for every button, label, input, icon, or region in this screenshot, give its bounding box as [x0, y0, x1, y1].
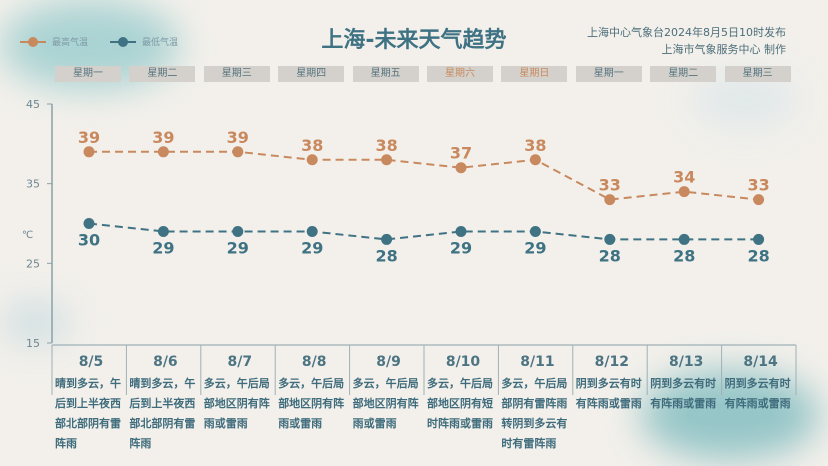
forecast-column: 8/10 多云，午后局部地区阴有短时阵雨或雷雨 [427, 352, 499, 434]
low-temp-point [604, 233, 616, 245]
high-temp-point [678, 186, 690, 198]
y-axis-label: ℃ [22, 230, 33, 241]
high-temp-point [157, 146, 169, 158]
weekday-header: 星期三 [203, 66, 270, 82]
low-temp-point [232, 225, 244, 237]
source-line: 上海中心气象台2024年8月5日10时发布 [587, 26, 786, 39]
low-temp-label: 28 [673, 246, 695, 265]
high-temp-point [529, 154, 541, 166]
low-temp-line [88, 222, 759, 241]
producer-line: 上海市气象服务中心 制作 [661, 43, 787, 56]
weather-description: 多云，午后局部地区阴有短时阵雨或雷雨 [427, 377, 493, 430]
high-temp-label: 37 [450, 144, 472, 163]
low-temp-label: 29 [450, 238, 472, 257]
low-temp-label: 28 [599, 246, 621, 265]
low-temp-point [157, 225, 169, 237]
high-temp-label: 38 [524, 136, 546, 155]
legend-low: 最低气温 [110, 35, 178, 48]
forecast-column: 8/14 阴到多云有时有阵雨或雷雨 [725, 352, 797, 414]
weather-description: 多云，午后局部地区阴有阵雨或雷雨 [203, 377, 270, 430]
high-temp-point [232, 146, 244, 158]
weekday-header: 星期五 [352, 66, 419, 82]
legend-high-marker [20, 36, 46, 47]
high-temp-point [306, 154, 318, 166]
weather-description: 阴到多云有时有阵雨或雷雨 [724, 377, 791, 410]
weather-description: 多云，午后局部地区阴有阵雨或雷雨 [352, 377, 419, 430]
weather-description: 晴到多云，午后到上半夜西部北部阴有雷阵雨 [55, 377, 121, 450]
high-temp-point [381, 154, 393, 166]
legend-high-label: 最高气温 [52, 38, 89, 48]
high-temp-label: 33 [599, 176, 621, 195]
weather-description: 多云，午后局部阴有雷阵雨转阴到多云有时有雷阵雨 [501, 377, 568, 450]
forecast-column: 8/12 阴到多云有时有阵雨或雷雨 [576, 352, 648, 414]
forecast-column: 8/6 晴到多云，午后到上半夜西部北部阴有雷阵雨 [129, 352, 201, 454]
cloud-decoration [0, 300, 70, 345]
low-temp-label: 30 [78, 231, 100, 250]
low-temp-point [455, 225, 467, 237]
weather-description: 阴到多云有时有阵雨或雷雨 [650, 377, 717, 410]
low-temp-label: 28 [747, 246, 769, 265]
low-temp-point [83, 218, 95, 229]
weekday-header: 星期六 [427, 66, 493, 82]
y-tick-label: 15 [26, 337, 40, 350]
date-label: 8/14 [743, 354, 778, 370]
date-label: 8/13 [669, 354, 704, 370]
forecast-column: 8/11 多云，午后局部阴有雷阵雨转阴到多云有时有雷阵雨 [501, 352, 573, 454]
low-temp-point [306, 225, 318, 237]
date-label: 8/7 [227, 354, 253, 370]
weekday-header: 星期二 [650, 66, 717, 82]
y-tick-label: 35 [26, 178, 40, 191]
low-temp-label: 29 [227, 238, 249, 257]
high-temp-point [455, 162, 467, 174]
weekday-header: 星期日 [501, 66, 568, 82]
y-tick-label: 45 [26, 98, 40, 111]
low-temp-label: 29 [301, 238, 323, 257]
forecast-column: 8/9 多云，午后局部地区阴有阵雨或雷雨 [353, 352, 425, 434]
high-temp-line [89, 150, 759, 201]
high-temp-label: 39 [152, 128, 174, 147]
high-temp-label: 34 [673, 168, 695, 187]
date-label: 8/9 [376, 354, 401, 370]
low-temp-point [529, 225, 541, 237]
low-temp-label: 28 [375, 246, 397, 265]
high-temp-point [753, 194, 765, 206]
weekday-header: 星期三 [724, 66, 791, 82]
weekday-header: 星期四 [278, 66, 345, 82]
high-temp-point [83, 146, 95, 158]
weather-description: 多云，午后局部地区阴有阵雨或雷雨 [278, 377, 345, 430]
low-temp-point [753, 233, 765, 245]
high-temp-label: 39 [78, 128, 100, 147]
low-temp-label: 29 [524, 238, 546, 257]
date-label: 8/6 [153, 354, 178, 370]
legend-high: 最高气温 [20, 35, 88, 48]
y-tick-label: 25 [26, 257, 40, 270]
date-label: 8/10 [445, 354, 481, 370]
page-title: 上海-未来天气趋势 [321, 28, 507, 53]
date-label: 8/5 [78, 354, 104, 370]
low-temp-label: 29 [152, 238, 174, 257]
high-temp-label: 33 [747, 176, 769, 195]
high-temp-label: 38 [301, 136, 323, 155]
weather-description: 晴到多云，午后到上半夜西部北部阴有雷阵雨 [129, 377, 196, 450]
date-label: 8/12 [594, 354, 629, 370]
date-label: 8/8 [301, 354, 327, 370]
high-temp-point [604, 194, 616, 206]
low-temp-point [678, 233, 690, 245]
weekday-header: 星期一 [55, 66, 121, 82]
forecast-column: 8/7 多云，午后局部地区阴有阵雨或雷雨 [204, 352, 276, 434]
legend-low-marker [110, 36, 136, 47]
high-temp-label: 39 [227, 128, 249, 147]
forecast-column: 8/13 阴到多云有时有阵雨或雷雨 [650, 352, 722, 414]
legend-low-label: 最低气温 [142, 38, 179, 48]
weekday-header: 星期一 [575, 66, 642, 82]
high-temp-label: 38 [375, 136, 397, 155]
date-label: 8/11 [520, 354, 555, 370]
weekday-header: 星期二 [129, 66, 196, 82]
weather-description: 阴到多云有时有阵雨或雷雨 [575, 377, 642, 410]
forecast-column: 8/5 晴到多云，午后到上半夜西部北部阴有雷阵雨 [55, 352, 127, 454]
low-temp-point [381, 233, 393, 245]
watercolor-decoration [640, 370, 820, 460]
forecast-column: 8/8 多云，午后局部地区阴有阵雨或雷雨 [278, 352, 350, 434]
